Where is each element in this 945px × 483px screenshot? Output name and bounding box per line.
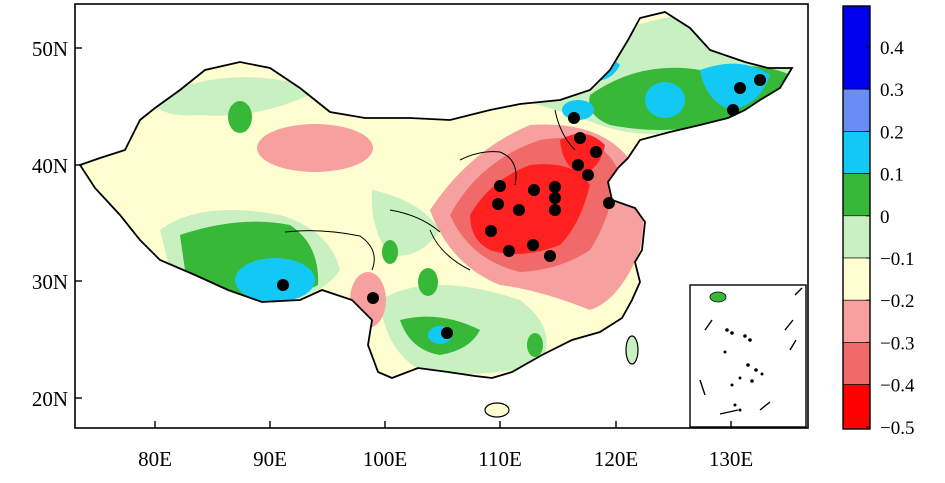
station-dot [754,74,766,86]
colorbar: 0.4 0.3 0.2 0.1 0 −0.1 −0.2 −0.3 −0.4 −0.5 [842,5,915,439]
colorbar-cell [842,257,871,301]
station-dot [277,279,289,291]
station-dot [603,197,615,209]
lon-label-90e: 90E [253,447,287,471]
colorbar-cell [842,342,871,385]
significant-stations [277,74,766,339]
colorbar-cell [842,131,871,174]
colorbar-cell [842,173,871,217]
station-dot [503,245,515,257]
lon-label-100e: 100E [363,447,407,471]
taiwan-island [625,335,639,365]
station-dot [544,250,556,262]
colorbar-label: −0.3 [880,333,914,354]
latitude-labels: 50N 40N 30N 20N [32,37,68,411]
station-dot [727,104,739,116]
colorbar-cell [842,88,871,132]
station-dot [492,198,504,210]
lon-label-120e: 120E [594,447,638,471]
colorbar-label: −0.5 [880,418,914,439]
lat-label-20n: 20N [32,387,68,411]
colorbar-label: 0.2 [880,122,904,143]
colorbar-label: −0.2 [880,291,914,312]
station-dot [441,327,453,339]
internal-boundaries [284,109,576,271]
colorbar-label: −0.1 [880,249,914,270]
lat-label-40n: 40N [32,154,68,178]
station-dot [527,239,539,251]
colorbar-cell [842,384,871,430]
colorbar-label: −0.4 [880,376,915,397]
colorbar-cell [842,299,871,343]
station-dot [572,159,584,171]
station-dot [590,146,602,158]
lon-label-110e: 110E [478,447,522,471]
station-dot [513,204,525,216]
station-dot [549,192,561,204]
lon-label-130e: 130E [709,447,753,471]
station-dot [734,82,746,94]
lat-label-50n: 50N [32,37,68,61]
station-dot [367,292,379,304]
longitude-labels: 80E 90E 100E 110E 120E 130E [138,447,753,471]
axis-ticks [75,47,732,428]
hainan-island [484,402,510,418]
station-dot [528,184,540,196]
lon-label-80e: 80E [138,447,172,471]
station-dot [574,132,586,144]
lat-label-30n: 30N [32,270,68,294]
colorbar-label: 0 [880,207,890,228]
station-dot [568,112,580,124]
station-dot [549,181,561,193]
colorbar-label: 0.3 [880,80,904,101]
station-dot [494,180,506,192]
south-china-sea-inset [689,284,807,428]
colorbar-label: 0.4 [880,38,904,59]
china-outline [78,11,794,379]
station-dot [582,169,594,181]
station-dot [485,225,497,237]
station-dot [549,204,561,216]
colorbar-label: 0.1 [880,165,904,186]
colorbar-cell [842,5,871,90]
colorbar-cell [842,215,871,259]
